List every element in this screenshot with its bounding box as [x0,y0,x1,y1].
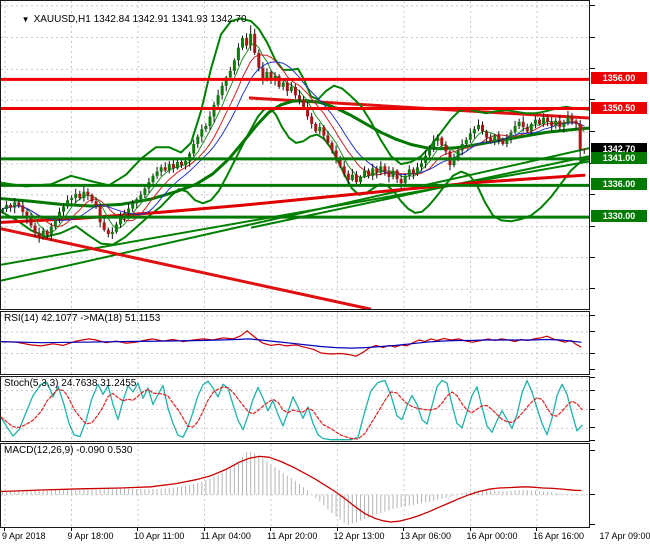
time-tick-label: 12 Apr 13:00 [333,531,385,541]
rsi-ma-line [1,338,582,349]
candles [1,25,586,243]
axis-tick-mark [590,68,595,70]
support-badge: 1336.00 [591,178,647,191]
axis-tick-mark [590,368,595,370]
chart-title: ▼ XAUUSD,H1 1342.84 1342.91 1341.93 1342.… [5,3,247,36]
axis-tick-mark [590,389,595,391]
time-tick-label: 16 Apr 00:00 [466,531,518,541]
price-levels [1,77,589,219]
stoch-k-line [1,379,583,441]
time-tick-mark [70,528,72,531]
time-tick-label: 9 Apr 18:00 [67,531,114,541]
stoch-d-line [1,386,583,440]
stochastic-label: Stoch(5,3,3) 24.7638 31.2455 [4,378,137,389]
resistance-badge: 1356.00 [591,72,647,85]
time-tick-label: 11 Apr 04:00 [200,531,251,541]
time-tick-label: 17 Apr 09:00 [599,531,650,541]
axis-tick-mark [590,36,595,38]
axis-tick-mark [590,377,595,378]
resistance-badge: 1350.50 [591,101,647,114]
ohlc-readout: 1342.84 1342.91 1341.93 1342.70 [93,14,247,25]
slow-ema-line [1,99,589,208]
axis-tick-mark [590,314,595,316]
time-tick-mark [469,528,471,531]
time-tick-mark [536,528,537,531]
time-axis[interactable]: 9 Apr 2018 9 Apr 18:00 10 Apr 11:00 11 Apr … [0,528,650,550]
stochastic-chart[interactable] [1,377,589,441]
axis-tick-mark [590,449,595,451]
time-tick-mark [403,528,404,531]
axis-tick-mark [590,131,595,133]
macd-indicator-panel[interactable]: MACD(12,26,9) -0.090 0.530 [0,443,590,528]
green-trendline [1,160,589,266]
axis-tick-mark [590,440,595,441]
time-tick-label: 9 Apr 2018 [2,531,46,541]
red-trendline [1,227,372,309]
time-tick-mark [137,528,138,531]
axis-tick-mark [590,256,595,258]
axis-tick-mark [590,427,595,429]
time-tick-mark [4,528,5,531]
axis-tick-mark [590,225,595,227]
symbol-dropdown-icon[interactable]: ▼ [21,15,30,24]
rsi-indicator-panel[interactable]: RSI(14) 42.1077 ->MA(18) 51.1153 [0,311,590,375]
price-axis[interactable]: 1369.901363.901357.901352.051346.051340.… [591,0,650,528]
overlay-indicators [1,17,589,246]
rsi-chart[interactable] [1,312,589,374]
time-tick-mark [336,528,338,531]
axis-tick-mark [590,493,595,495]
green-trendline [1,147,589,282]
axis-tick-mark [590,352,595,354]
time-tick-label: 16 Apr 16:00 [533,531,585,541]
rsi-label: RSI(14) 42.1077 ->MA(18) 51.1153 [4,313,161,324]
macd-chart[interactable] [1,444,589,527]
main-grid [1,1,589,309]
stochastic-indicator-panel[interactable]: Stoch(5,3,3) 24.7638 31.2455 [0,376,590,442]
time-tick-mark [203,528,205,531]
time-tick-label: 13 Apr 06:00 [400,531,452,541]
time-tick-label: 10 Apr 11:00 [134,531,185,541]
axis-tick-mark [590,99,595,101]
trendlines [1,96,589,309]
macd-label: MACD(12,26,9) -0.090 0.530 [4,445,133,456]
axis-tick-mark [590,524,595,526]
bollinger-upper-band [1,17,589,188]
axis-tick-mark [590,4,595,6]
candlestick-chart[interactable] [1,1,589,309]
time-tick-mark [270,528,271,531]
macd-histogram [2,451,585,526]
support-badge: 1330.00 [591,210,647,223]
support-badge: 1341.00 [591,151,647,164]
main-chart-panel[interactable]: ▼ XAUUSD,H1 1342.84 1342.91 1341.93 1342.… [0,0,590,310]
axis-tick-mark [590,193,595,195]
fast-ma-line [2,43,585,234]
symbol-label: XAUUSD,H1 [33,14,91,25]
macd-signal-line [1,455,582,523]
axis-tick-mark [590,408,595,410]
fast-ma-line [2,54,585,227]
time-tick-label: 11 Apr 20:00 [267,531,318,541]
axis-tick-mark [590,330,595,332]
axis-tick-mark [590,288,595,290]
